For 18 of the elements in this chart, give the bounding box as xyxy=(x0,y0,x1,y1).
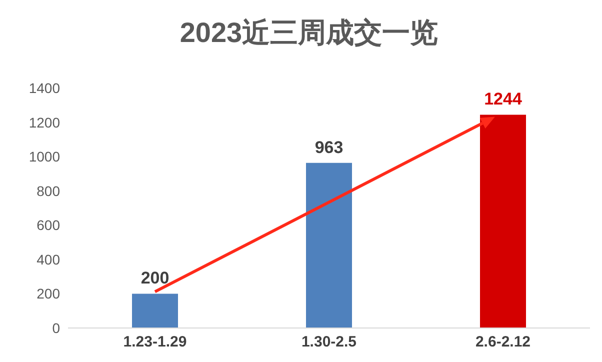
data-label: 963 xyxy=(314,138,344,157)
bar xyxy=(132,294,178,328)
chart-title: 2023近三周成交一览 xyxy=(178,16,440,50)
y-tick-label: 1400 xyxy=(28,80,60,96)
data-label: 1244 xyxy=(484,90,522,109)
y-tick-label: 1200 xyxy=(28,114,60,130)
y-tick-label: 800 xyxy=(36,182,60,199)
y-tick-label: 600 xyxy=(36,217,60,234)
x-tick-label: 2.6-2.12 xyxy=(475,334,531,351)
y-tick-label: 400 xyxy=(36,251,60,268)
y-tick-label: 1000 xyxy=(28,148,60,165)
x-tick-label: 1.23-1.29 xyxy=(123,334,187,351)
y-tick-label: 0 xyxy=(52,320,60,336)
bar xyxy=(480,114,526,328)
y-tick-label: 200 xyxy=(36,286,60,302)
data-label: 200 xyxy=(140,268,170,288)
x-tick-label: 1.30-2.5 xyxy=(301,334,357,351)
bar xyxy=(306,162,352,328)
